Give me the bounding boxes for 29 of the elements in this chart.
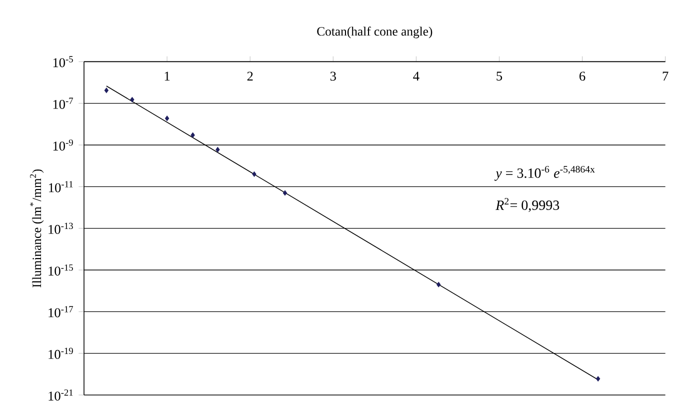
y-tick-label: 10$^{-5}$	[53, 56, 73, 68]
y-tick-label: 10$^{-19}$	[48, 348, 73, 359]
y-tick-label: 10$^{-7}$	[53, 98, 74, 109]
x-tick-label: 2	[247, 72, 253, 81]
point	[130, 97, 134, 102]
x-tick-label: 7	[662, 72, 668, 80]
point	[104, 88, 108, 94]
y-tick-label: 10$^{-11}$	[49, 181, 73, 192]
point	[164, 116, 170, 122]
x-tick-label: 4	[413, 72, 420, 80]
x-tick-label: 1	[164, 72, 170, 81]
point	[436, 282, 441, 288]
y-tick-label: 10$^{-9}$	[53, 139, 73, 151]
point	[596, 376, 600, 382]
y-tick-label: 10$^{-13}$	[48, 222, 73, 234]
point	[252, 171, 256, 177]
y-tick-label: 10$^{-21}$	[48, 389, 73, 401]
point	[190, 132, 195, 138]
annotation: y = 3.10$^{-6}$ e$^{-5,4864x}$	[494, 166, 595, 181]
x-tick-label: 5	[496, 72, 502, 81]
annotation: R$^{2}$= 0,9993	[496, 198, 560, 212]
y-tick-label: 10$^{-17}$	[48, 306, 74, 318]
x-tick-label: 3	[330, 72, 336, 81]
x-axis-title: Cotan(half cone angle)	[317, 26, 432, 38]
point	[216, 146, 220, 152]
y-tick-label: 10$^{-15}$	[48, 264, 73, 276]
y-axis-title: Illuminance (lm$^{*}$/mm$^{2}$)	[30, 169, 44, 288]
point	[282, 190, 288, 196]
x-tick-label: 6	[580, 72, 586, 81]
